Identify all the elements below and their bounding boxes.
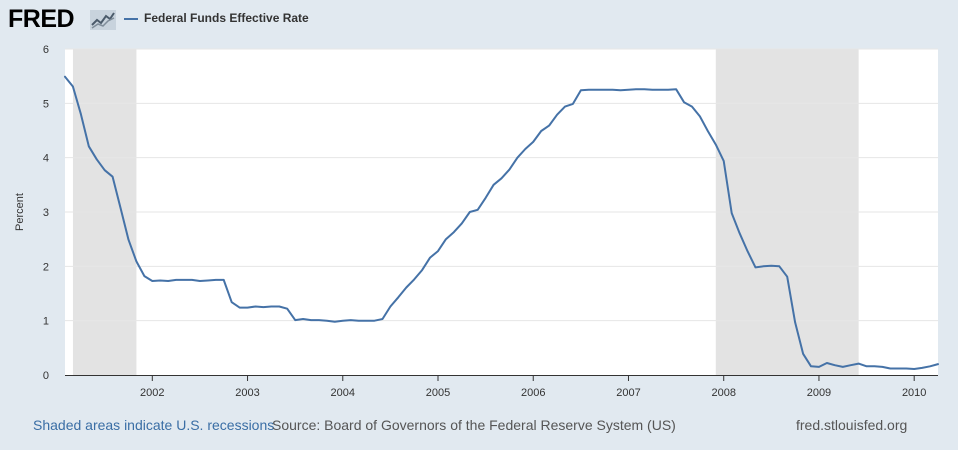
footer: Shaded areas indicate U.S. recessions So… xyxy=(0,417,958,437)
y-tick-label: 1 xyxy=(43,316,49,328)
x-tick-label: 2002 xyxy=(140,387,164,399)
y-tick-label: 3 xyxy=(43,207,49,219)
y-tick-label: 5 xyxy=(43,98,49,110)
fred-logo[interactable]: FRED xyxy=(8,5,75,33)
source-note: Source: Board of Governors of the Federa… xyxy=(272,417,676,433)
y-tick-label: 4 xyxy=(43,153,49,165)
chart-line-icon xyxy=(90,10,116,30)
x-tick-label: 2008 xyxy=(711,387,735,399)
line-chart: 0 1 2 3 4 5 6 2002 2003 2004 2005 2006 2007 2008 2009 2… xyxy=(14,44,939,399)
x-tick-label: 2007 xyxy=(616,387,640,399)
y-tick-label: 0 xyxy=(43,370,49,382)
x-tick-label: 2009 xyxy=(807,387,831,399)
recession-note-link[interactable]: Shaded areas indicate U.S. recessions xyxy=(33,417,275,433)
y-tick-label: 6 xyxy=(43,44,49,56)
site-link[interactable]: fred.stlouisfed.org xyxy=(796,417,908,433)
series-line-1[interactable] xyxy=(64,75,939,370)
legend-swatch xyxy=(124,18,138,20)
x-tick-label: 2003 xyxy=(235,387,259,399)
x-tick-label: 2006 xyxy=(521,387,545,399)
legend-series-label: Federal Funds Effective Rate xyxy=(144,11,309,25)
x-tick-label: 2005 xyxy=(426,387,450,399)
x-tick-label: 2004 xyxy=(331,387,355,399)
header: FRED Federal Funds Effective Rate xyxy=(0,0,958,44)
x-tick-label: 2010 xyxy=(902,387,926,399)
y-axis-label: Percent xyxy=(14,193,26,231)
y-tick-label: 2 xyxy=(43,261,49,273)
